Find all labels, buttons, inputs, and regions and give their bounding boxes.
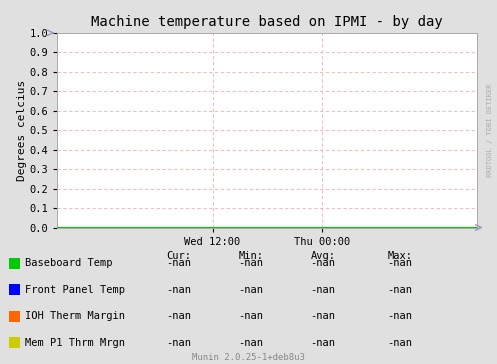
Text: RRDTOOL / TOBI OETIKER: RRDTOOL / TOBI OETIKER: [487, 83, 493, 177]
Text: -nan: -nan: [239, 258, 263, 268]
Text: Cur:: Cur:: [166, 251, 191, 261]
Text: Avg:: Avg:: [311, 251, 335, 261]
Text: -nan: -nan: [388, 311, 413, 321]
Text: -nan: -nan: [166, 258, 191, 268]
Text: Front Panel Temp: Front Panel Temp: [25, 285, 125, 295]
Text: IOH Therm Margin: IOH Therm Margin: [25, 311, 125, 321]
Text: Baseboard Temp: Baseboard Temp: [25, 258, 112, 268]
Text: Min:: Min:: [239, 251, 263, 261]
Text: -nan: -nan: [388, 258, 413, 268]
Text: -nan: -nan: [311, 258, 335, 268]
Text: -nan: -nan: [166, 311, 191, 321]
Title: Machine temperature based on IPMI - by day: Machine temperature based on IPMI - by d…: [91, 15, 443, 29]
Text: -nan: -nan: [239, 285, 263, 295]
Text: -nan: -nan: [311, 285, 335, 295]
Text: -nan: -nan: [388, 338, 413, 348]
Text: -nan: -nan: [311, 311, 335, 321]
Text: -nan: -nan: [166, 338, 191, 348]
Text: Munin 2.0.25-1+deb8u3: Munin 2.0.25-1+deb8u3: [192, 353, 305, 362]
Text: -nan: -nan: [311, 338, 335, 348]
Y-axis label: Degrees celcius: Degrees celcius: [16, 79, 27, 181]
Text: -nan: -nan: [388, 285, 413, 295]
Text: Max:: Max:: [388, 251, 413, 261]
Text: Mem P1 Thrm Mrgn: Mem P1 Thrm Mrgn: [25, 338, 125, 348]
Text: -nan: -nan: [239, 338, 263, 348]
Text: -nan: -nan: [166, 285, 191, 295]
Text: -nan: -nan: [239, 311, 263, 321]
